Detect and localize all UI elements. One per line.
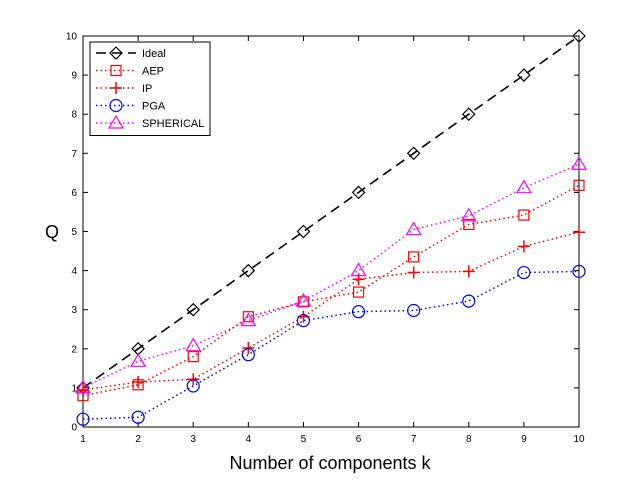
x-tick-label: 5 (301, 434, 307, 445)
data-point-ip (573, 226, 585, 239)
plot-area: 1 2 3 4 5 6 7 8 9 10012345678910IdealAEPIPPGASPHE… (66, 29, 588, 445)
data-point-ideal (351, 185, 366, 200)
data-point-ip (77, 383, 89, 396)
legend-label-pga: PGA (142, 101, 166, 113)
series-line-aep (82, 184, 580, 397)
x-tick-label: 2 (135, 434, 141, 445)
legend-label-aep: AEP (142, 66, 164, 78)
data-point-spherical (185, 337, 202, 352)
x-tick-label: 3 (190, 434, 196, 445)
data-point-pga (186, 379, 200, 393)
data-point-spherical (295, 292, 312, 307)
data-point-pga (351, 305, 366, 319)
data-point-ideal (461, 107, 476, 122)
legend-label-ideal: Ideal (142, 48, 166, 60)
data-point-aep (352, 286, 365, 298)
legend-label-spherical: SPHERICAL (142, 118, 204, 130)
series-line-ip (82, 231, 580, 391)
data-point-ip (462, 265, 475, 278)
legend-marker-ideal (109, 46, 123, 60)
x-tick-label: 7 (411, 434, 417, 445)
data-point-ip (407, 266, 420, 279)
data-point-aep (518, 209, 530, 221)
x-axis-title: Number of components k (229, 453, 431, 473)
legend-label-ip: IP (142, 83, 152, 95)
data-point-spherical (350, 262, 367, 277)
y-tick-label: 1 (71, 383, 77, 394)
data-point-pga (131, 410, 145, 424)
x-tick-label: 9 (521, 434, 527, 445)
data-point-aep (187, 351, 199, 363)
y-tick-label: 9 (71, 71, 77, 82)
series-line-pga (82, 270, 580, 420)
x-tick-label: 4 (246, 434, 252, 445)
y-tick-label: 0 (71, 423, 77, 434)
x-tick-label: 8 (466, 434, 472, 445)
legend-marker-spherical (107, 114, 125, 129)
data-point-ideal (186, 302, 201, 317)
y-tick-label: 3 (71, 305, 77, 316)
y-tick-label: 5 (71, 227, 77, 238)
series-line-spherical (82, 163, 580, 389)
data-point-aep (573, 179, 585, 191)
data-point-spherical (74, 379, 92, 394)
data-point-aep (242, 311, 254, 323)
data-point-aep (408, 251, 420, 263)
data-point-pga (241, 348, 255, 362)
data-point-spherical (240, 312, 257, 327)
y-tick-label: 10 (66, 32, 78, 43)
data-point-ideal (572, 29, 586, 43)
data-point-pga (407, 303, 421, 318)
data-point-pga (572, 264, 586, 278)
data-point-ip (132, 376, 145, 389)
data-point-spherical (405, 221, 422, 236)
data-point-ip (517, 240, 530, 253)
series-line-ideal (82, 35, 580, 389)
data-point-ideal (517, 68, 531, 82)
data-point-spherical (515, 179, 532, 194)
y-tick-label: 8 (71, 110, 77, 121)
data-point-spherical (460, 207, 477, 222)
data-point-ideal (406, 146, 421, 161)
y-tick-label: 4 (71, 266, 77, 277)
data-point-spherical (130, 353, 147, 367)
legend-marker-ip (110, 82, 122, 94)
y-tick-label: 7 (71, 149, 77, 160)
data-point-aep (463, 218, 475, 231)
legend: Ideal AEP IP PGA SPHERICAL (89, 41, 211, 136)
legend-marker-pga (109, 98, 123, 113)
data-point-pga (76, 412, 90, 426)
legend-marker-aep (110, 64, 122, 77)
data-point-ideal (241, 263, 256, 278)
y-tick-label: 2 (71, 344, 77, 355)
data-point-ip (187, 373, 200, 386)
y-axis-title: Q (45, 222, 59, 242)
x-tick-label: 6 (356, 434, 362, 445)
data-point-ideal (296, 224, 311, 239)
x-tick-label: 1 (80, 434, 86, 445)
y-tick-label: 6 (71, 188, 77, 199)
data-point-ip (242, 342, 255, 355)
x-tick-label: 10 (573, 434, 585, 445)
data-point-spherical (570, 156, 588, 170)
data-point-pga (517, 265, 531, 280)
data-point-pga (462, 294, 476, 308)
data-point-pga (296, 314, 311, 328)
